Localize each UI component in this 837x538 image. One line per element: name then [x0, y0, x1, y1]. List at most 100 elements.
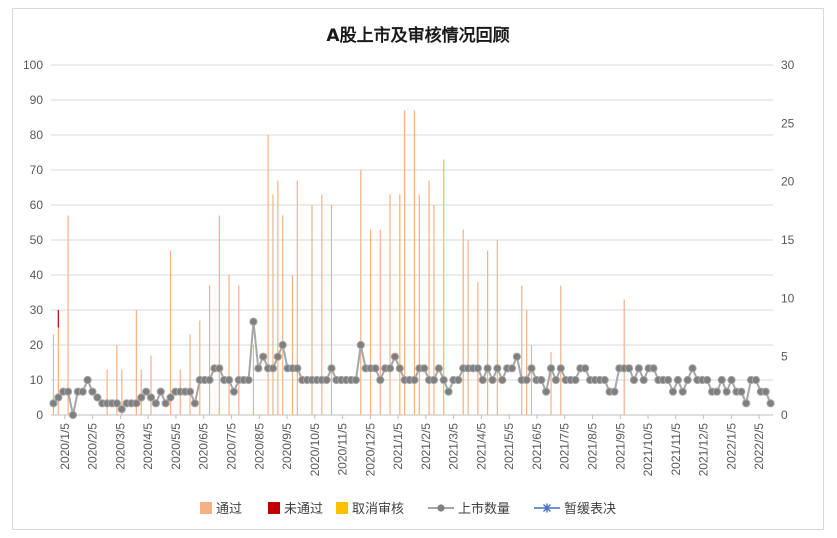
bar-approved [311, 205, 313, 415]
left-tick-label: 70 [30, 163, 44, 177]
legend-label: 上市数量 [458, 501, 510, 517]
listing-point [483, 364, 492, 373]
legend-label: 取消审核 [352, 502, 404, 517]
bar-approved [330, 205, 333, 415]
listing-point [83, 375, 92, 385]
listing-point [268, 364, 278, 373]
listing-point [273, 352, 282, 361]
listing-line-group [49, 317, 775, 420]
right-tick-label: 0 [781, 408, 788, 422]
listing-point [473, 364, 482, 373]
x-tick-label: 2022/2/5 [752, 423, 766, 470]
listing-point [498, 375, 507, 385]
listing-point [727, 375, 736, 385]
bar-approved [369, 229, 372, 415]
x-tick-label: 2020/7/5 [225, 423, 239, 470]
listing-point [581, 364, 590, 373]
listing-point [522, 375, 531, 385]
listing-point [371, 364, 380, 373]
listing-point [93, 393, 102, 402]
bar-approved [282, 215, 284, 415]
listing-point [742, 399, 751, 408]
listing-point [254, 364, 263, 373]
listing-point [761, 387, 770, 396]
listing-point [629, 375, 639, 385]
bar-approved [379, 229, 381, 415]
legend-swatch [336, 502, 348, 514]
listing-point [293, 364, 302, 373]
legend-label: 通过 [216, 502, 242, 517]
x-tick-label: 2020/4/5 [141, 423, 155, 470]
bar-approved [67, 215, 69, 415]
legend-marker-swatch [543, 503, 551, 513]
listing-point [673, 375, 682, 385]
left-tick-label: 100 [23, 58, 43, 72]
listing-point [444, 387, 453, 396]
bar-approved [291, 275, 294, 415]
x-axis: 2020/1/5 2020/2/5 2020/3/5 2020/4/5 2020/5/5… [58, 415, 766, 476]
x-tick-label: 2021/5/5 [502, 423, 516, 470]
listing-point [385, 364, 395, 373]
listing-point [429, 375, 439, 385]
listing-point [664, 375, 673, 385]
listing-point [722, 387, 731, 396]
listing-point [542, 387, 551, 396]
right-tick-label: 20 [781, 175, 795, 189]
listing-point [537, 375, 546, 385]
listing-point [488, 375, 497, 385]
x-tick-label: 2021/1/5 [391, 423, 405, 470]
x-tick-label: 2021/3/5 [447, 423, 461, 470]
listing-point [376, 375, 385, 385]
listing-point [527, 364, 536, 373]
bar-approved [389, 194, 391, 415]
listing-point [142, 387, 151, 396]
legend-label: 未通过 [284, 502, 323, 517]
listing-point [54, 393, 63, 402]
listing-point [49, 399, 58, 408]
listing-point [556, 364, 565, 373]
bars-group [52, 110, 625, 415]
listing-point [678, 387, 687, 396]
legend-label: 暂缓表决 [564, 502, 616, 517]
x-tick-label: 2021/7/5 [558, 423, 572, 470]
listing-point [322, 375, 331, 385]
listing-point [78, 387, 87, 396]
bar-approved [477, 282, 479, 415]
listing-point [137, 393, 146, 402]
bar-approved [560, 285, 562, 415]
listing-point [439, 375, 448, 385]
bar-approved [433, 205, 435, 415]
bar-approved [462, 229, 464, 415]
bar-approved [218, 215, 220, 415]
x-tick-label: 2020/10/5 [308, 423, 322, 477]
left-tick-label: 10 [30, 373, 44, 387]
x-tick-label: 2021/9/5 [613, 423, 627, 470]
listing-point [190, 399, 200, 408]
listing-point [224, 375, 234, 385]
bar-approved [321, 194, 323, 415]
listing-point [410, 375, 419, 385]
left-tick-label: 80 [30, 128, 44, 142]
listing-point [395, 364, 404, 373]
right-tick-label: 25 [781, 116, 795, 130]
listing-point [712, 387, 721, 396]
legend-item-approved: 通过 [200, 502, 242, 517]
bar-approved [199, 320, 201, 415]
listing-point [327, 364, 336, 373]
listing-point [259, 352, 268, 361]
listing-point [478, 375, 487, 385]
x-tick-label: 2021/6/5 [530, 423, 544, 470]
left-tick-label: 30 [30, 303, 44, 317]
bar-approved [52, 334, 55, 415]
x-tick-label: 2020/1/5 [58, 423, 72, 470]
bar-approved [521, 285, 523, 415]
listing-point [151, 399, 160, 408]
listing-point [390, 352, 400, 361]
left-tick-label: 50 [30, 233, 44, 247]
listing-point [493, 364, 502, 373]
listing-point [766, 399, 775, 408]
listing-point [668, 387, 678, 396]
listing-point [249, 317, 258, 326]
x-tick-label: 2020/2/5 [86, 423, 100, 470]
bar-approved [526, 310, 528, 415]
